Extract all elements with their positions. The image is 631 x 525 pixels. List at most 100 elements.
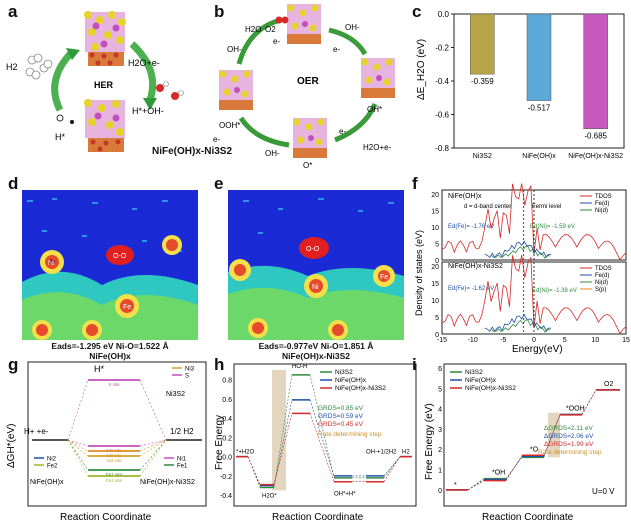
g-legend-label: Fe2	[47, 464, 58, 470]
f-ytick-label: 20	[431, 192, 439, 199]
e-minus-top: e-	[273, 37, 280, 46]
e-minus-left: e-	[213, 135, 220, 144]
eads-e: Eads=-0.977eV Ni-O=1.851 Å	[258, 341, 374, 351]
h-star-label: H*	[55, 132, 65, 142]
g-legend-label: S	[185, 374, 189, 380]
h-star-atoms	[56, 114, 74, 124]
h-ytick-label: 0.2	[222, 435, 232, 442]
i-frame	[443, 363, 627, 507]
chart-c-ytick-label: -0.6	[435, 111, 449, 120]
h-connector	[273, 399, 293, 486]
g-legend-label: Ni3	[185, 367, 195, 373]
g-top-label: H*	[94, 364, 104, 374]
chart-c-value-label: -0.517	[528, 104, 551, 113]
oh-minus-bottom: OH-	[265, 149, 280, 158]
her-schematic: HER H2 H2O+e- H*+OH- H*	[6, 11, 184, 152]
oh-star-label: OH*	[367, 105, 382, 114]
crystal-bottom	[84, 99, 125, 152]
f-top-title: NiFe(OH)x	[448, 193, 482, 200]
o-star-label: O*	[303, 161, 312, 170]
h-ytick-label: 0.6	[222, 397, 232, 404]
chart-c: 0.0 -0.2 -0.4 -0.6 -0.8 -0.359 Ni3S2 -0.517 NiFe…	[416, 10, 625, 160]
i-xlabel: Reaction Coordinate	[482, 512, 574, 523]
f-xtick-label: -15	[437, 337, 447, 344]
i-dgrds-label: ΔGRDS=2.06 eV	[544, 433, 594, 440]
chart-c-value-label: -0.359	[471, 77, 494, 86]
chart-h: 0.8 0.6 0.4 0.2 0.0 -0.2 -0.4 *+H2O H2O* HO-H OH*+…	[214, 363, 417, 523]
g-right-material: NiFe(OH)x-Ni3S2	[140, 479, 195, 486]
i-connector	[505, 455, 523, 481]
i-ytick-label: 1	[438, 468, 442, 475]
h-connector	[273, 374, 293, 488]
f-bot-title: NiFe(OH)x-Ni3S2	[448, 263, 503, 270]
g-legend-label: Ni2	[47, 457, 57, 463]
chart-c-category-label: NiFe(OH)x	[522, 153, 556, 160]
h-xlabel: Reaction Coordinate	[272, 512, 364, 523]
panel-label-a: a	[8, 2, 18, 21]
h-ylabel: Free Energy	[214, 415, 225, 470]
f-xtick-label: 5	[563, 337, 567, 344]
atom-ni-e: Ni	[312, 284, 319, 291]
panel-label-f: f	[412, 174, 418, 193]
i-ytick-label: 0	[438, 488, 442, 495]
g-connector-right	[139, 439, 167, 471]
g-connector-left	[67, 439, 89, 471]
elf-map-d: O-O Ni Fe	[22, 190, 198, 340]
oer-schematic: OER H2O e- e- OH- O2 OH- OH* e- H2O+e- O…	[213, 4, 395, 170]
i-u-label: U=0 V	[592, 487, 615, 496]
i-ytick-label: 5	[438, 386, 442, 393]
f-ytick-label: 10	[431, 225, 439, 232]
i-ytick-label: 2	[438, 447, 442, 454]
i-ytick-label: 4	[438, 407, 442, 414]
g-connector-right	[139, 439, 167, 447]
ooh-star-label: OOH*	[219, 121, 240, 130]
e-minus-bottom: e-	[339, 127, 346, 136]
f-fe-curve	[484, 313, 552, 332]
f-ytick-label: 5	[435, 315, 439, 322]
f-bot-edni: Ed(Ni)= -1.38 eV	[532, 288, 577, 294]
panel-label-b: b	[214, 2, 225, 21]
h-frame	[233, 363, 417, 507]
panel-label-g: g	[8, 355, 19, 374]
chart-f-ylabel: Density of states (eV)	[414, 230, 424, 316]
h-ytick-label: 0.4	[222, 416, 232, 423]
h-state-label: *+H2O	[236, 450, 255, 456]
chart-c-bar	[583, 13, 608, 129]
oh-minus-right: OH-	[345, 23, 360, 32]
h-legend-label: NiFe(OH)x	[335, 377, 367, 384]
h-ytick-label: 0.8	[222, 378, 232, 385]
i-dgrds-label: ΔGRDS=1.99 eV	[544, 441, 594, 448]
h-ytick-label: -0.2	[220, 474, 232, 481]
g-xlabel: Reaction Coordinate	[60, 512, 152, 523]
g-frame	[27, 361, 207, 507]
chart-c-axes: 0.0 -0.2 -0.4 -0.6 -0.8 -0.359 Ni3S2 -0.517 NiFe…	[435, 10, 625, 160]
atom-ni-d: Ni	[48, 260, 55, 267]
chart-c-ytick-label: -0.2	[435, 44, 449, 53]
f-xtick-label: 10	[591, 337, 599, 344]
h2-molecules	[25, 53, 53, 80]
chart-c-value-label: -0.685	[584, 132, 607, 141]
g-left-material: NiFe(OH)x	[30, 479, 64, 486]
h-connector	[309, 374, 335, 478]
chart-c-ylabel: ΔE_H2O (eV)	[416, 39, 427, 100]
g-left-label: H+ +e-	[24, 427, 49, 436]
h2o-e-label-b: H2O+e-	[363, 143, 392, 152]
atom-fe-e: Fe	[380, 274, 388, 281]
her-label: HER	[94, 80, 114, 90]
i-legend-label: NiFe(OH)x	[465, 377, 497, 384]
eads-d: Eads=-1.295 eV Ni-O=1.522 Å	[51, 341, 169, 351]
h-connector	[309, 413, 335, 482]
g-legend-label: Fe1	[177, 464, 188, 470]
f-xtick-label: -10	[468, 337, 478, 344]
f-legend-label: Ni(d)	[595, 208, 608, 214]
f-top-edfe: Ed(Fe)= -1.76 eV	[448, 224, 494, 230]
h-state-label: H2O*	[262, 493, 277, 499]
oer-cycle-arrows	[236, 17, 378, 148]
f-ytick-label: 15	[431, 209, 439, 216]
i-rds-note: Rate determining step	[538, 449, 602, 456]
h-state-label: OH-+1/2H2	[366, 450, 397, 456]
g-legend-label: Ni1	[177, 457, 187, 463]
chart-c-category-label: Ni3S2	[473, 153, 492, 160]
atom-o-d: O-O	[113, 253, 127, 260]
